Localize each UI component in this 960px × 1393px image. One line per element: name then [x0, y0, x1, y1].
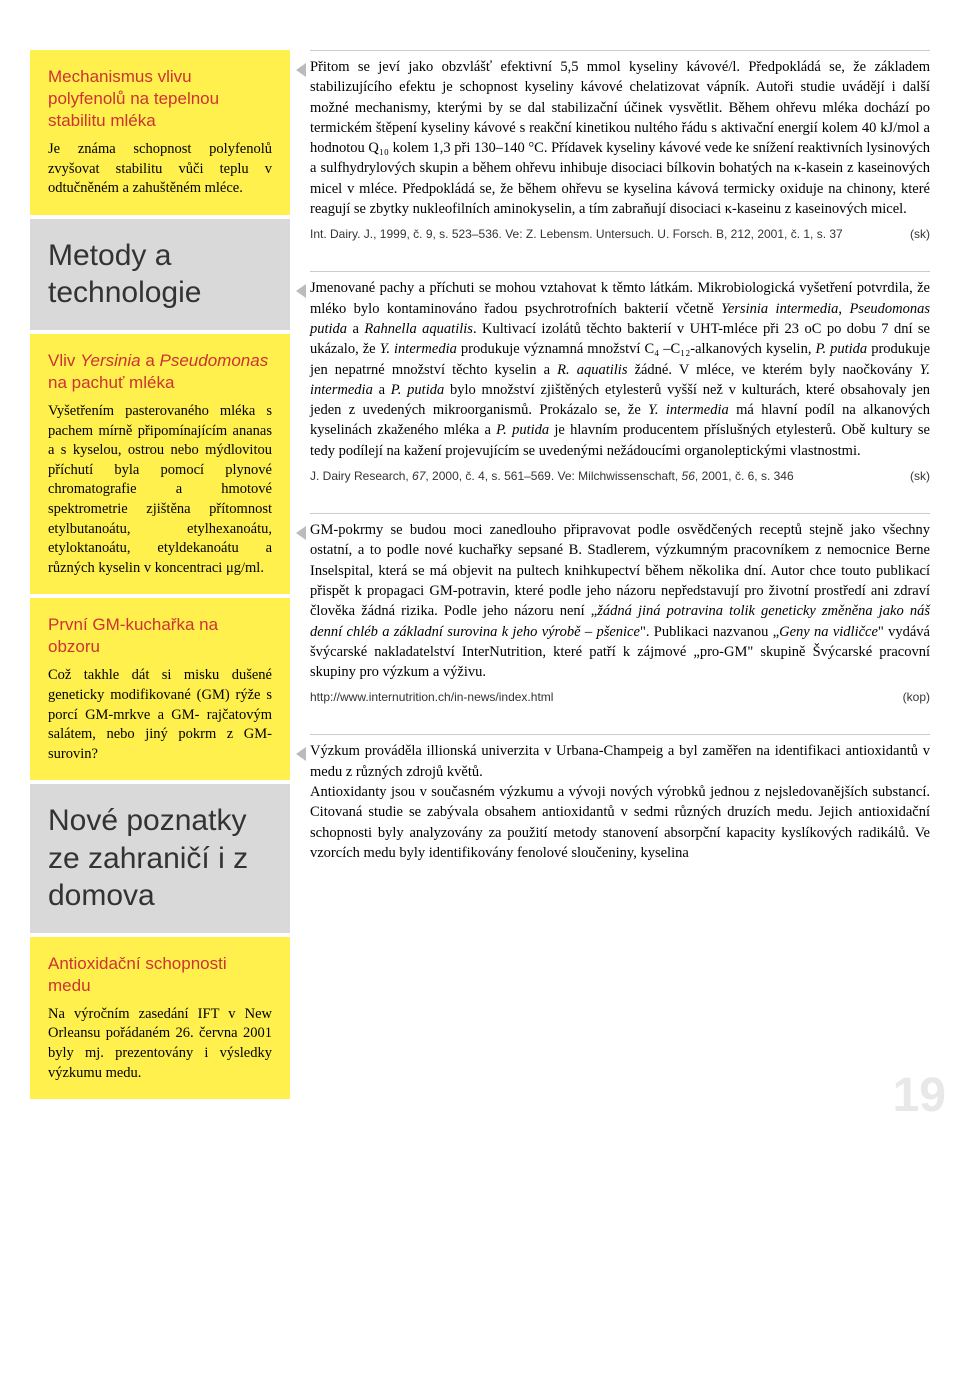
arrow-icon [296, 526, 306, 540]
body-italic: Yersinia intermedia [721, 301, 838, 317]
sidebar-section-header-metody: Metody a technologie [30, 219, 290, 330]
article-body-text: Přitom se jeví jako obzvlášť efektivní 5… [310, 57, 930, 219]
sidebar-title: Vliv Yersinia a Pseudomonas na pachuť ml… [48, 350, 272, 394]
sidebar-body-text: Na výročním zasedání IFT v New Orleansu … [48, 1005, 272, 1083]
section-title: Metody a technologie [48, 237, 272, 312]
article-reference: http://www.internutrition.ch/in-news/ind… [310, 688, 930, 706]
body-text: a [373, 382, 391, 398]
article-body-text: Jmenované pachy a příchuti se mohou vzta… [310, 278, 930, 461]
arrow-icon [296, 284, 306, 298]
body-text: ". Publikaci nazvanou „ [640, 624, 779, 640]
sidebar-section-header-nove: Nové poznatky ze zahraničí i z domova [30, 784, 290, 933]
title-text: na pachuť mléka [48, 373, 174, 392]
sidebar-title: První GM-kuchařka na obzoru [48, 614, 272, 658]
title-italic: Yersinia [80, 351, 140, 370]
main-column: Přitom se jeví jako obzvlášť efektivní 5… [310, 50, 930, 1103]
title-text: Vliv [48, 351, 80, 370]
body-text: a [347, 321, 364, 337]
article-body-text: Výzkum prováděla illionská univerzita v … [310, 741, 930, 863]
ref-signature: (sk) [910, 467, 930, 485]
article-antioxidanty: Výzkum prováděla illionská univerzita v … [310, 734, 930, 863]
body-text: žádné. V mléce, ve kterém byly naočkován… [627, 362, 919, 378]
body-italic: P. putida [496, 422, 549, 438]
sidebar-block-yersinia: Vliv Yersinia a Pseudomonas na pachuť ml… [30, 334, 290, 594]
sidebar: Mechanismus vlivu polyfenolů na tepelnou… [30, 50, 290, 1103]
body-italic: P. putida [815, 341, 867, 357]
article-reference: J. Dairy Research, 67, 2000, č. 4, s. 56… [310, 467, 930, 485]
sidebar-body-text: Je známa schopnost polyfenolů zvyšovat s… [48, 140, 272, 199]
body-italic: P. putida [391, 382, 444, 398]
title-italic: Pseudomonas [160, 351, 269, 370]
article-yersinia: Jmenované pachy a příchuti se mohou vzta… [310, 271, 930, 485]
body-text: produkuje významná množství C₄ –C₁₂-alka… [457, 341, 816, 357]
article-body-text: GM-pokrmy se budou moci zanedlouho připr… [310, 520, 930, 682]
body-para: Výzkum prováděla illionská univerzita v … [310, 743, 930, 779]
ref-signature: (sk) [910, 225, 930, 243]
body-para: Antioxidanty jsou v současném výzkumu a … [310, 784, 930, 861]
body-italic: Y. intermedia [648, 402, 729, 418]
sidebar-body-text: Což takhle dát si misku dušené geneticky… [48, 666, 272, 764]
page-container: Mechanismus vlivu polyfenolů na tepelnou… [30, 50, 930, 1103]
sidebar-title: Mechanismus vlivu polyfenolů na tepelnou… [48, 66, 272, 132]
sidebar-block-antioxidacni: Antioxidační schopnosti medu Na výročním… [30, 937, 290, 1099]
body-italic: R. aquatilis [557, 362, 627, 378]
ref-text: J. Dairy Research, 67, 2000, č. 4, s. 56… [310, 469, 794, 483]
sidebar-block-mechanismus: Mechanismus vlivu polyfenolů na tepelnou… [30, 50, 290, 215]
sidebar-body-text: Vyšetřením pasterovaného mléka s pachem … [48, 402, 272, 578]
sidebar-title: Antioxidační schopnosti medu [48, 953, 272, 997]
ref-text: http://www.internutrition.ch/in-news/ind… [310, 690, 553, 704]
sidebar-block-gm-kucharka: První GM-kuchařka na obzoru Což takhle d… [30, 598, 290, 780]
title-text: a [141, 351, 160, 370]
article-reference: Int. Dairy. J., 1999, č. 9, s. 523–536. … [310, 225, 930, 243]
article-polyphenols: Přitom se jeví jako obzvlášť efektivní 5… [310, 50, 930, 243]
ref-text: Int. Dairy. J., 1999, č. 9, s. 523–536. … [310, 227, 843, 241]
section-title: Nové poznatky ze zahraničí i z domova [48, 802, 272, 915]
arrow-icon [296, 747, 306, 761]
arrow-icon [296, 63, 306, 77]
ref-signature: (kop) [903, 688, 930, 706]
body-text: , [838, 301, 849, 317]
body-italic: Rahnella aquatilis [364, 321, 473, 337]
body-italic: Geny na vidličce [779, 624, 878, 640]
body-italic: Y. intermedia [380, 341, 457, 357]
article-gm-kucharka: GM-pokrmy se budou moci zanedlouho připr… [310, 513, 930, 706]
